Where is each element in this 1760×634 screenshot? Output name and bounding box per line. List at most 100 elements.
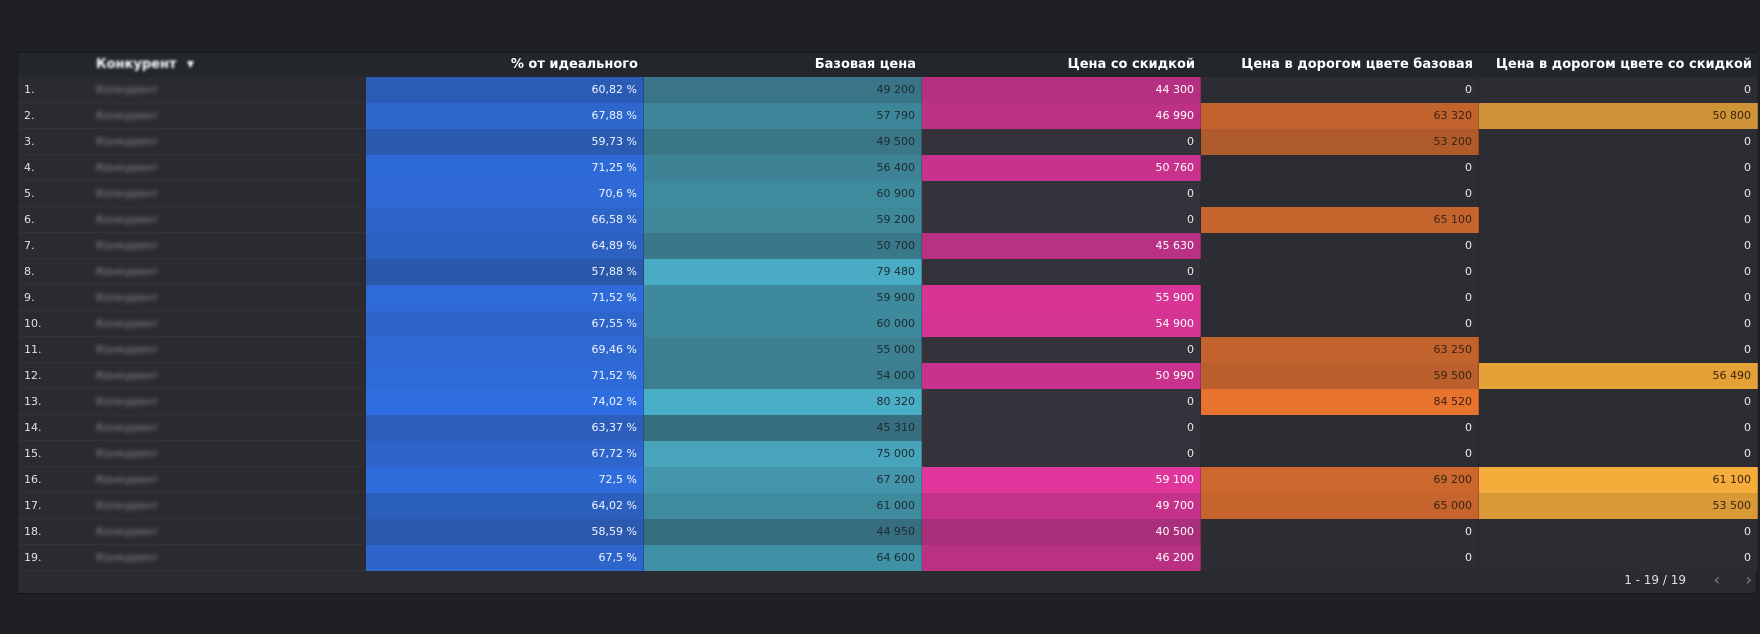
cell-discount-price: 0	[922, 181, 1201, 207]
table-row[interactable]: 14. Конкурент 63,37 % 45 310 0 0 0	[18, 415, 1758, 441]
cell-expensive-base: 0	[1201, 311, 1479, 337]
table-row[interactable]: 19. Конкурент 67,5 % 64 600 46 200 0 0	[18, 545, 1758, 571]
competitor-name: Конкурент	[96, 291, 159, 304]
table-row[interactable]: 16. Конкурент 72,5 % 67 200 59 100 69 200 61 1…	[18, 467, 1758, 493]
cell-expensive-discount: 56 490	[1479, 363, 1758, 389]
cell-expensive-base: 0	[1201, 259, 1479, 285]
competitor-name: Конкурент	[96, 499, 159, 512]
table-row[interactable]: 15. Конкурент 67,72 % 75 000 0 0 0	[18, 441, 1758, 467]
row-index: 1.	[24, 83, 35, 96]
cell-expensive-base: 0	[1201, 519, 1479, 545]
competitor-name: Конкурент	[96, 135, 159, 148]
table-row[interactable]: 10. Конкурент 67,55 % 60 000 54 900 0 0	[18, 311, 1758, 337]
table-row[interactable]: 1. Конкурент 60,82 % 49 200 44 300 0 0	[18, 77, 1758, 103]
cell-expensive-base: 0	[1201, 441, 1479, 467]
cell-base-price: 59 900	[644, 285, 922, 311]
cell-pct: 66,58 %	[366, 207, 644, 233]
cell-pct: 59,73 %	[366, 129, 644, 155]
cell-expensive-base: 65 000	[1201, 493, 1479, 519]
cell-discount-price: 40 500	[922, 519, 1201, 545]
header-expensive-base[interactable]: Цена в дорогом цвете базовая	[1241, 57, 1473, 72]
table-row[interactable]: 8. Конкурент 57,88 % 79 480 0 0 0	[18, 259, 1758, 285]
cell-expensive-discount: 0	[1479, 259, 1758, 285]
table-row[interactable]: 13. Конкурент 74,02 % 80 320 0 84 520 0	[18, 389, 1758, 415]
cell-base-price: 60 000	[644, 311, 922, 337]
cell-discount-price: 49 700	[922, 493, 1201, 519]
table-row[interactable]: 12. Конкурент 71,52 % 54 000 50 990 59 500 56 …	[18, 363, 1758, 389]
table-header: Конкурент ▼ % от идеального Базовая цена…	[18, 53, 1758, 77]
cell-expensive-base: 65 100	[1201, 207, 1479, 233]
cell-expensive-base: 0	[1201, 155, 1479, 181]
table-row[interactable]: 5. Конкурент 70,6 % 60 900 0 0 0	[18, 181, 1758, 207]
cell-expensive-discount: 61 100	[1479, 467, 1758, 493]
competitor-name: Конкурент	[96, 213, 159, 226]
row-index: 11.	[24, 343, 42, 356]
cell-base-price: 44 950	[644, 519, 922, 545]
cell-expensive-base: 69 200	[1201, 467, 1479, 493]
header-base-price[interactable]: Базовая цена	[814, 57, 916, 72]
table-row[interactable]: 4. Конкурент 71,25 % 56 400 50 760 0 0	[18, 155, 1758, 181]
cell-pct: 70,6 %	[366, 181, 644, 207]
cell-discount-price: 0	[922, 207, 1201, 233]
cell-pct: 69,46 %	[366, 337, 644, 363]
cell-expensive-discount: 0	[1479, 285, 1758, 311]
cell-discount-price: 0	[922, 337, 1201, 363]
cell-pct: 71,52 %	[366, 363, 644, 389]
cell-expensive-discount: 0	[1479, 311, 1758, 337]
competitor-name: Конкурент	[96, 395, 159, 408]
row-index: 2.	[24, 109, 35, 122]
table-row[interactable]: 11. Конкурент 69,46 % 55 000 0 63 250 0	[18, 337, 1758, 363]
cell-discount-price: 55 900	[922, 285, 1201, 311]
table-row[interactable]: 17. Конкурент 64,02 % 61 000 49 700 65 000 53 …	[18, 493, 1758, 519]
cell-expensive-base: 0	[1201, 77, 1479, 103]
chevron-left-icon[interactable]: ‹	[1713, 570, 1720, 589]
cell-expensive-discount: 0	[1479, 441, 1758, 467]
header-discount-price[interactable]: Цена со скидкой	[1067, 57, 1195, 72]
table-row[interactable]: 18. Конкурент 58,59 % 44 950 40 500 0 0	[18, 519, 1758, 545]
cell-expensive-discount: 0	[1479, 77, 1758, 103]
table-row[interactable]: 9. Конкурент 71,52 % 59 900 55 900 0 0	[18, 285, 1758, 311]
pagination-label: 1 - 19 / 19	[1624, 573, 1686, 587]
row-index: 6.	[24, 213, 35, 226]
cell-base-price: 56 400	[644, 155, 922, 181]
cell-pct: 71,25 %	[366, 155, 644, 181]
cell-pct: 67,72 %	[366, 441, 644, 467]
cell-discount-price: 45 630	[922, 233, 1201, 259]
cell-expensive-base: 84 520	[1201, 389, 1479, 415]
table-row[interactable]: 7. Конкурент 64,89 % 50 700 45 630 0 0	[18, 233, 1758, 259]
table-row[interactable]: 2. Конкурент 67,88 % 57 790 46 990 63 320 50 8…	[18, 103, 1758, 129]
table-row[interactable]: 3. Конкурент 59,73 % 49 500 0 53 200 0	[18, 129, 1758, 155]
header-competitor[interactable]: Конкурент ▼	[96, 53, 296, 77]
cell-base-price: 67 200	[644, 467, 922, 493]
competitor-name: Конкурент	[96, 343, 159, 356]
sort-desc-icon[interactable]: ▼	[187, 60, 194, 70]
row-index: 13.	[24, 395, 42, 408]
cell-expensive-discount: 0	[1479, 519, 1758, 545]
cell-expensive-base: 59 500	[1201, 363, 1479, 389]
cell-expensive-discount: 0	[1479, 207, 1758, 233]
table-row[interactable]: 6. Конкурент 66,58 % 59 200 0 65 100 0	[18, 207, 1758, 233]
cell-pct: 64,02 %	[366, 493, 644, 519]
cell-expensive-discount: 0	[1479, 415, 1758, 441]
cell-discount-price: 46 200	[922, 545, 1201, 571]
cell-discount-price: 0	[922, 415, 1201, 441]
chevron-right-icon[interactable]: ›	[1745, 570, 1752, 589]
competitor-name: Конкурент	[96, 447, 159, 460]
competitor-name: Конкурент	[96, 109, 159, 122]
cell-base-price: 64 600	[644, 545, 922, 571]
cell-base-price: 45 310	[644, 415, 922, 441]
row-index: 8.	[24, 265, 35, 278]
cell-base-price: 54 000	[644, 363, 922, 389]
cell-pct: 67,55 %	[366, 311, 644, 337]
row-index: 14.	[24, 421, 42, 434]
cell-base-price: 55 000	[644, 337, 922, 363]
header-expensive-discount[interactable]: Цена в дорогом цвете со скидкой	[1495, 57, 1752, 72]
cell-pct: 67,5 %	[366, 545, 644, 571]
cell-discount-price: 0	[922, 441, 1201, 467]
cell-base-price: 79 480	[644, 259, 922, 285]
header-pct[interactable]: % от идеального	[510, 57, 638, 72]
cell-expensive-discount: 0	[1479, 389, 1758, 415]
cell-base-price: 59 200	[644, 207, 922, 233]
cell-discount-price: 0	[922, 129, 1201, 155]
cell-pct: 60,82 %	[366, 77, 644, 103]
